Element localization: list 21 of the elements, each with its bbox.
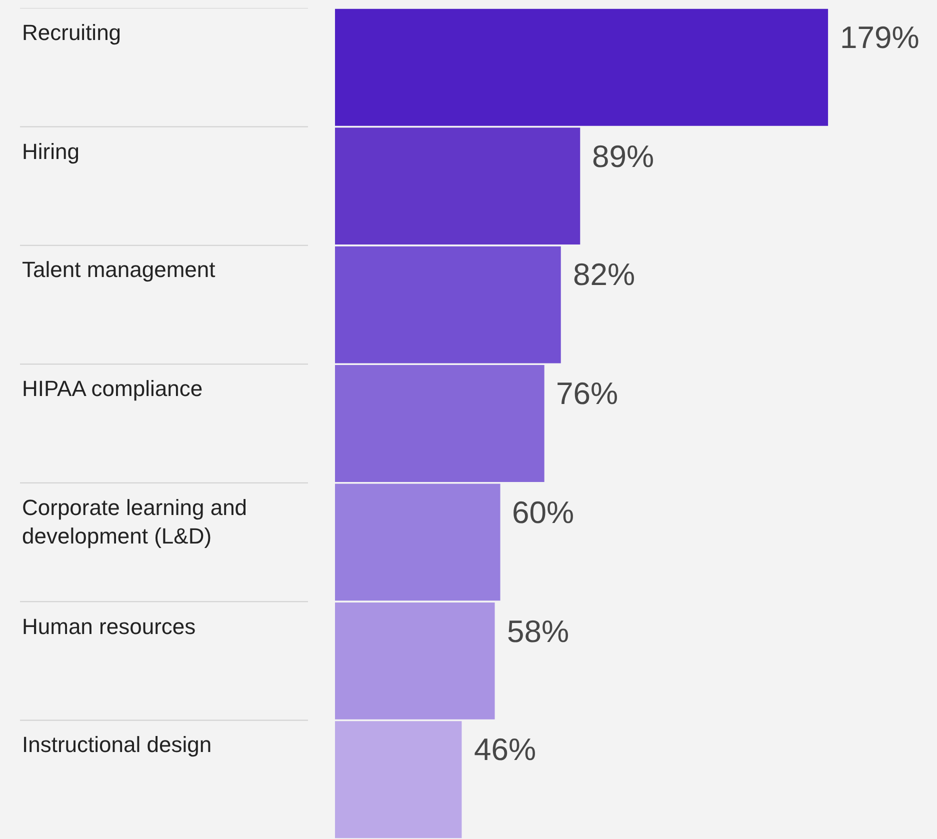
data-label: 58% <box>507 614 570 649</box>
y-tick-label: Corporate learning and development (L&D) <box>22 495 248 549</box>
y-tick-label: Talent management <box>22 257 216 282</box>
data-label: 89% <box>592 139 654 174</box>
bar <box>335 602 495 720</box>
bar <box>335 246 561 364</box>
bar <box>335 365 544 482</box>
data-label: 179% <box>840 20 920 55</box>
y-tick-label: Instructional design <box>22 732 212 757</box>
bar <box>335 484 500 601</box>
bar <box>335 128 580 245</box>
bar <box>335 721 462 838</box>
y-tick-label: Recruiting <box>22 20 122 45</box>
y-tick-label: HIPAA compliance <box>22 376 203 401</box>
bar <box>335 8 828 126</box>
y-tick-label: Hiring <box>22 139 80 164</box>
data-label: 60% <box>512 495 574 530</box>
data-label: 82% <box>573 257 636 292</box>
data-label: 76% <box>556 376 618 411</box>
y-tick-label: Human resources <box>22 614 196 639</box>
data-label: 46% <box>474 732 536 767</box>
